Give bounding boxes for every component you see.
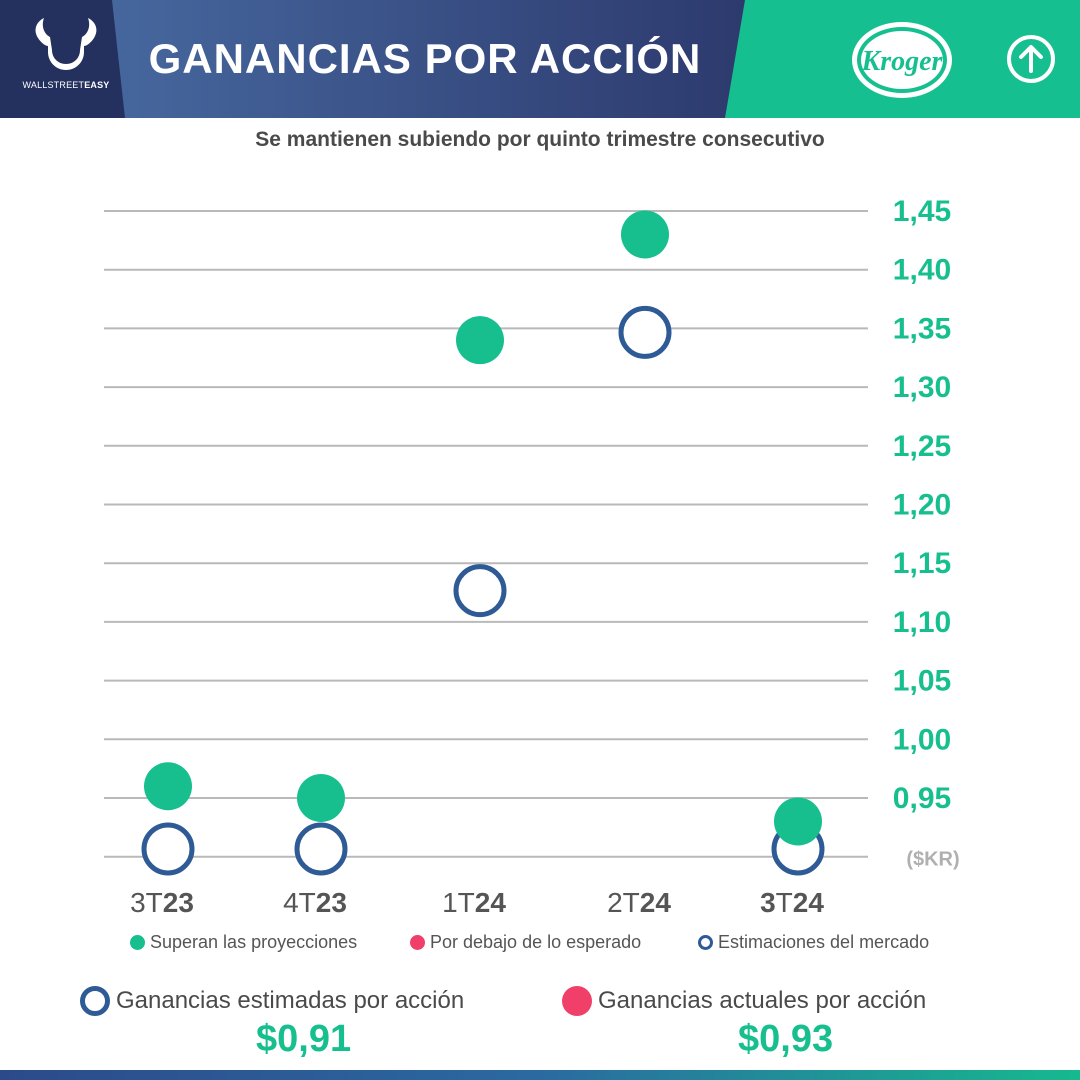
y-tick-label: 1,10: [893, 606, 951, 639]
y-unit-label: ($KR): [906, 849, 959, 871]
legend-item-beat: Superan las proyecciones: [130, 932, 357, 953]
legend-red-dot-icon: [410, 935, 425, 950]
estimate-ring-icon: [80, 986, 110, 1016]
x-tick-label: 3T24: [760, 887, 824, 918]
y-tick-label: 1,30: [893, 371, 951, 404]
actual-eps-value: $0,93: [738, 1018, 834, 1060]
actual-dot-icon: [562, 986, 592, 1016]
y-tick-label: 1,40: [893, 254, 951, 287]
x-tick-label: 2T24: [607, 887, 671, 918]
legend-ring-icon: [698, 935, 713, 950]
legend-green-dot-icon: [130, 935, 145, 950]
legend-label-estimate: Estimaciones del mercado: [718, 932, 930, 952]
legend-item-estimate: Estimaciones del mercado: [698, 932, 929, 953]
eps-chart: 1,45 1,40 1,35 1,30 1,25 1,20 1,15 1,10 1,05 1,00…: [104, 195, 960, 918]
actual-point: [621, 210, 669, 259]
y-tick-label: 1,05: [893, 665, 951, 698]
kroger-logo-text: Kroger: [861, 46, 944, 77]
brand-name-bold: EASY: [84, 80, 110, 90]
footer-bar: [0, 1070, 1080, 1080]
y-tick-label: 1,25: [893, 430, 951, 463]
legend-item-miss: Por debajo de lo esperado: [410, 932, 641, 953]
legend-label-beat: Superan las proyecciones: [150, 932, 358, 952]
chart-subtitle: Se mantienen subiendo por quinto trimest…: [255, 128, 825, 151]
estimate-point: [618, 305, 672, 359]
estimate-point: [453, 564, 507, 618]
estimated-eps-label: Ganancias estimadas por acción: [80, 986, 464, 1016]
y-tick-label: 1,20: [893, 489, 951, 522]
header: WALLSTREETEASY GANANCIAS POR ACCIÓN Krog…: [0, 0, 1080, 118]
actual-eps-label: Ganancias actuales por acción: [562, 986, 926, 1016]
y-tick-label: 1,45: [893, 195, 951, 228]
x-tick-label: 3T23: [130, 887, 194, 918]
x-tick-label: 1T24: [442, 887, 506, 918]
x-axis-ticks: 3T23 4T23 1T24 2T24 3T24: [130, 887, 824, 918]
estimated-eps-value: $0,91: [256, 1018, 352, 1060]
bull-icon: [35, 18, 97, 70]
actual-point: [144, 762, 192, 811]
kroger-logo: Kroger: [852, 22, 952, 98]
x-tick-label: 4T23: [283, 887, 347, 918]
actual-point: [297, 774, 345, 822]
legend-label-miss: Por debajo de lo esperado: [430, 932, 642, 952]
brand-name: WALLSTREETEASY: [10, 80, 122, 90]
legend: Superan las proyecciones Por debajo de l…: [0, 932, 1080, 958]
brand-logo: WALLSTREETEASY: [0, 0, 125, 118]
y-tick-label: 0,95: [893, 782, 951, 815]
data-points: [141, 210, 825, 876]
brand-name-light: WALLSTREET: [22, 80, 85, 90]
estimated-eps-text: Ganancias estimadas por acción: [116, 987, 465, 1014]
y-tick-label: 1,00: [893, 723, 951, 756]
actual-point: [774, 797, 822, 846]
page-title: GANANCIAS POR ACCIÓN: [148, 35, 702, 82]
y-tick-label: 1,15: [893, 547, 951, 580]
y-tick-label: 1,35: [893, 312, 951, 345]
arrow-up-circle-icon: [1007, 35, 1055, 83]
actual-point: [456, 316, 504, 365]
estimate-point: [294, 822, 348, 876]
actual-eps-text: Ganancias actuales por acción: [598, 987, 927, 1014]
grid-lines: [104, 210, 868, 858]
estimate-point: [141, 822, 195, 876]
y-axis-ticks: 1,45 1,40 1,35 1,30 1,25 1,20 1,15 1,10 1,05 1,00…: [893, 195, 960, 871]
